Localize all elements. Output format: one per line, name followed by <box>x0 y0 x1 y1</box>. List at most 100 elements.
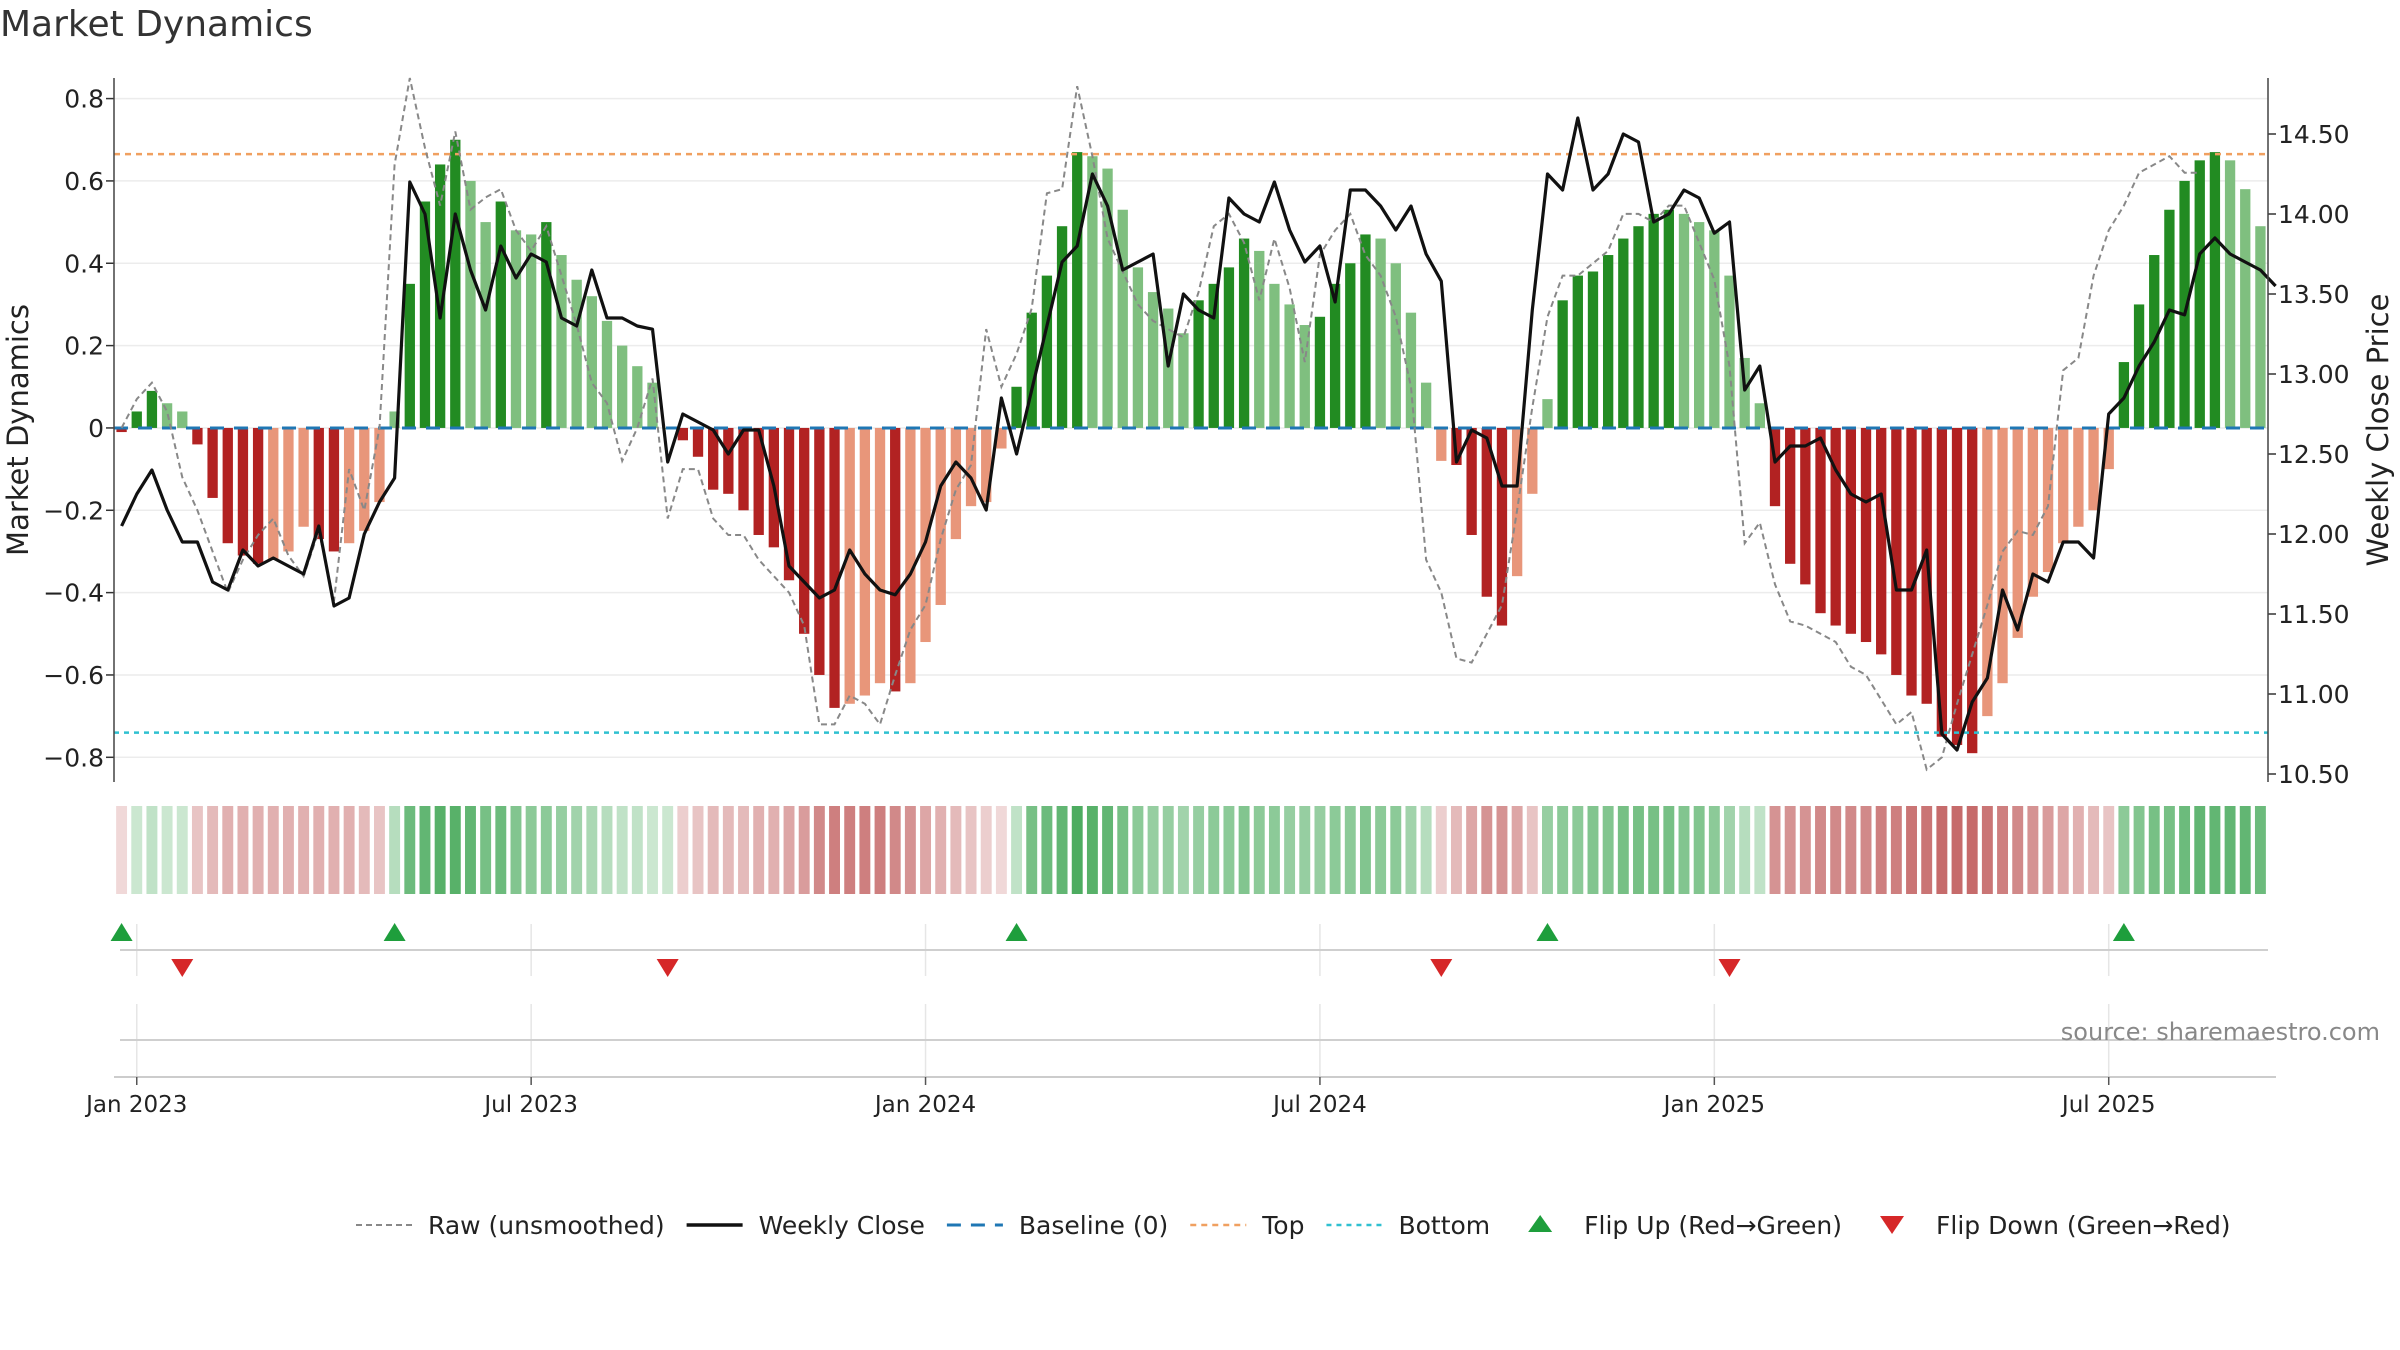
dynamics-bar <box>1678 213 1690 428</box>
dynamics-bar <box>1390 263 1401 428</box>
dynamics-bar <box>1648 213 1659 428</box>
flip-up-marker <box>383 923 406 941</box>
heat-cell <box>1542 806 1553 894</box>
dynamics-bar <box>1436 427 1447 461</box>
heat-cell <box>1511 806 1523 894</box>
dynamics-bar <box>1299 325 1310 428</box>
heat-cell <box>449 806 461 894</box>
heat-cell <box>1405 806 1417 894</box>
heat-cell <box>343 806 355 894</box>
heat-cell <box>1147 806 1159 894</box>
heat-cell <box>237 806 249 894</box>
heat-cell <box>131 806 143 894</box>
heat-cell <box>1784 806 1796 894</box>
dynamics-bar <box>252 427 264 564</box>
y-tick-label: 0.8 <box>64 85 104 114</box>
legend-bottom-label: Bottom <box>1398 1211 1490 1240</box>
legend-close-label: Weekly Close <box>759 1211 925 1240</box>
heat-cell <box>1526 806 1538 894</box>
heat-cell <box>1071 806 1083 894</box>
y2-tick-label: 11.00 <box>2278 680 2350 709</box>
heat-cell <box>601 806 613 894</box>
heat-cell <box>465 806 476 894</box>
x-tick-label: Jan 2024 <box>873 1092 976 1118</box>
heat-cell <box>950 806 962 894</box>
dynamics-bar <box>1102 168 1113 428</box>
dynamics-bar <box>1618 238 1629 428</box>
dynamics-bar <box>2240 189 2251 428</box>
y2-tick-label: 14.50 <box>2278 120 2350 149</box>
heat-cell <box>1223 806 1235 894</box>
legend-baseline-label: Baseline (0) <box>1019 1211 1168 1240</box>
dynamics-bar <box>1314 316 1326 428</box>
dynamics-bar <box>859 427 871 696</box>
heat-cell <box>161 806 173 894</box>
dynamics-bar <box>1208 283 1219 428</box>
dynamics-bar <box>1026 312 1037 428</box>
legend-raw-label: Raw (unsmoothed) <box>428 1211 665 1240</box>
dynamics-bar <box>1163 308 1174 428</box>
heat-cell <box>1936 806 1948 894</box>
y2-tick-label: 11.50 <box>2278 600 2350 629</box>
raw-unsmoothed-line <box>120 77 2200 772</box>
heat-cell <box>1132 806 1144 894</box>
dynamics-bar <box>1830 427 1841 626</box>
x-tick-label: Jan 2025 <box>1662 1092 1765 1118</box>
y2-tick-label: 10.50 <box>2278 760 2350 789</box>
heat-cell <box>191 806 203 894</box>
dynamics-bar <box>1557 300 1568 428</box>
heat-cell <box>222 806 234 894</box>
dynamics-bar <box>1223 267 1235 428</box>
heat-cell <box>2088 806 2100 894</box>
heat-cell <box>874 806 886 894</box>
dynamics-bar <box>1572 275 1583 428</box>
heat-cell <box>829 806 840 894</box>
heat-cell <box>1708 806 1720 894</box>
dynamics-bar <box>1951 427 1963 745</box>
heat-cell <box>692 806 704 894</box>
heat-cell <box>389 806 401 894</box>
y-tick-label: −0.2 <box>43 496 104 525</box>
flip-markers <box>110 923 2135 977</box>
heat-cell <box>1117 806 1129 894</box>
heat-cell <box>2224 806 2236 894</box>
dynamics-bar <box>313 427 324 540</box>
heat-cell <box>2254 806 2266 894</box>
heat-cell <box>2179 806 2191 894</box>
dynamics-bar <box>829 427 840 708</box>
dynamics-bar <box>2027 427 2039 597</box>
dynamics-bar <box>920 427 931 643</box>
legend-top-label: Top <box>1261 1211 1304 1240</box>
dynamics-bar <box>1709 230 1720 428</box>
dynamics-bar <box>146 390 158 428</box>
dynamics-bar <box>1997 427 2008 684</box>
dynamics-bar <box>783 427 795 581</box>
heat-cell <box>2012 806 2024 894</box>
heat-cell <box>1633 806 1644 894</box>
heat-cell <box>1435 806 1447 894</box>
x-tick-label: Jan 2023 <box>84 1092 187 1118</box>
dynamics-bar <box>1633 226 1644 428</box>
heat-cell <box>1359 806 1371 894</box>
dynamics-bar <box>753 427 764 535</box>
dynamics-bar <box>556 255 567 428</box>
heat-cell <box>2072 806 2084 894</box>
heat-cell <box>995 806 1007 894</box>
heat-cell <box>2118 806 2130 894</box>
heat-cell <box>1815 806 1826 894</box>
heat-cell <box>1208 806 1220 894</box>
flip-down-marker <box>1430 959 1453 977</box>
dynamics-bar <box>1724 275 1735 428</box>
dynamics-bar <box>1587 271 1599 428</box>
dynamics-bar <box>844 427 855 704</box>
heat-cell <box>965 806 977 894</box>
dynamics-bar <box>1769 427 1781 507</box>
dynamics-bar <box>192 427 203 445</box>
y-tick-label: 0.2 <box>64 332 104 361</box>
dynamics-bar <box>2012 427 2023 638</box>
heat-cell <box>1860 806 1872 894</box>
dynamics-bar <box>1754 403 1765 428</box>
dynamics-bar <box>1193 300 1204 428</box>
dynamics-bar <box>1375 238 1386 428</box>
